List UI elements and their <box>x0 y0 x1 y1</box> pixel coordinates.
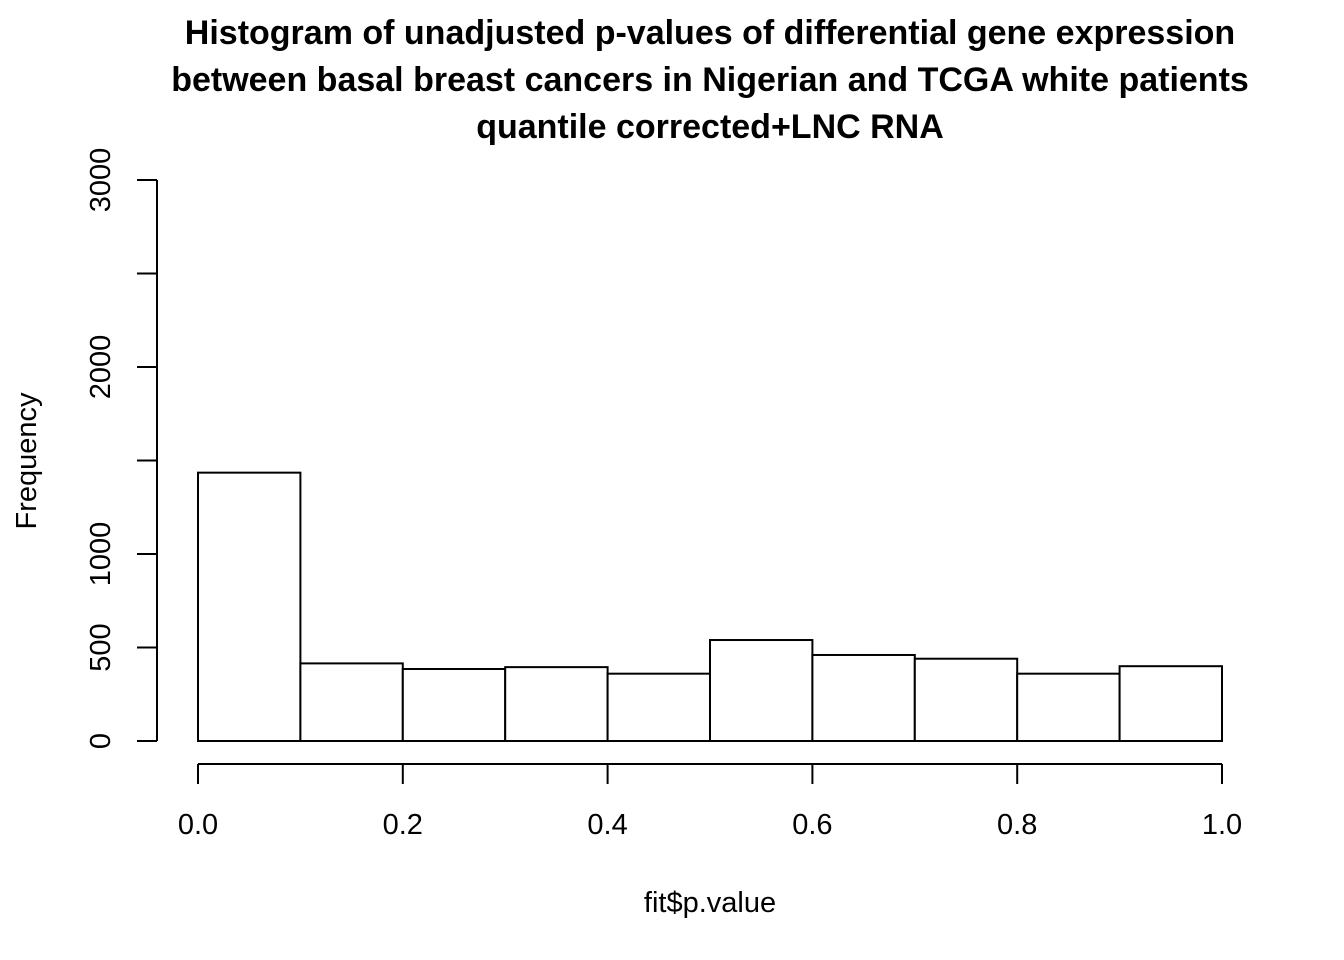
histogram-bar <box>913 657 1019 742</box>
y-tick-label: 3000 <box>85 148 117 213</box>
histogram-bar <box>197 471 302 742</box>
histogram-bar <box>606 672 711 742</box>
bars-group <box>197 471 1223 743</box>
x-axis: 0.0 0.2 0.4 0.6 0.8 1.0 <box>178 763 1242 841</box>
x-tick-label: 0.8 <box>997 809 1037 841</box>
y-tick-label: 0 <box>85 733 117 749</box>
histogram-bar <box>299 662 404 743</box>
title-line-1: Histogram of unadjusted p-values of diff… <box>184 14 1236 52</box>
histogram-bar <box>709 639 814 743</box>
histogram-bar <box>1118 665 1223 743</box>
x-tick-label: 0.4 <box>587 809 627 841</box>
x-tick-label: 1.0 <box>1202 809 1242 841</box>
x-axis-label: fit$p.value <box>644 887 776 919</box>
y-axis: 0 500 1000 2000 3000 <box>85 148 158 749</box>
chart-title: Histogram of unadjusted p-values of diff… <box>0 10 1344 151</box>
histogram-bar <box>401 668 507 743</box>
title-line-2: between basal breast cancers in Nigerian… <box>171 61 1249 99</box>
x-tick-label: 0.0 <box>178 809 218 841</box>
x-tick-label: 0.6 <box>792 809 832 841</box>
y-tick-label: 1000 <box>85 522 117 587</box>
y-axis-label: Frequency <box>11 392 43 530</box>
title-line-3: quantile corrected+LNC RNA <box>476 108 944 146</box>
histogram-bar <box>1016 672 1121 742</box>
histogram-bar <box>811 653 916 742</box>
histogram-bar <box>504 666 609 743</box>
x-tick-label: 0.2 <box>383 809 423 841</box>
y-tick-label: 2000 <box>85 335 117 400</box>
y-tick-label: 500 <box>85 623 117 671</box>
